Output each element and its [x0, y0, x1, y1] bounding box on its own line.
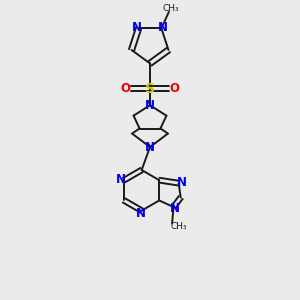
Text: N: N — [177, 176, 187, 189]
Text: N: N — [158, 21, 168, 34]
Text: O: O — [170, 82, 180, 95]
Text: N: N — [145, 140, 155, 154]
Text: CH₃: CH₃ — [170, 222, 187, 231]
Text: N: N — [170, 202, 180, 215]
Text: N: N — [132, 21, 142, 34]
Text: O: O — [120, 82, 130, 95]
Text: N: N — [116, 173, 126, 186]
Text: N: N — [145, 99, 155, 112]
Text: N: N — [136, 207, 146, 220]
Text: CH₃: CH₃ — [162, 4, 179, 13]
Text: S: S — [145, 82, 155, 96]
